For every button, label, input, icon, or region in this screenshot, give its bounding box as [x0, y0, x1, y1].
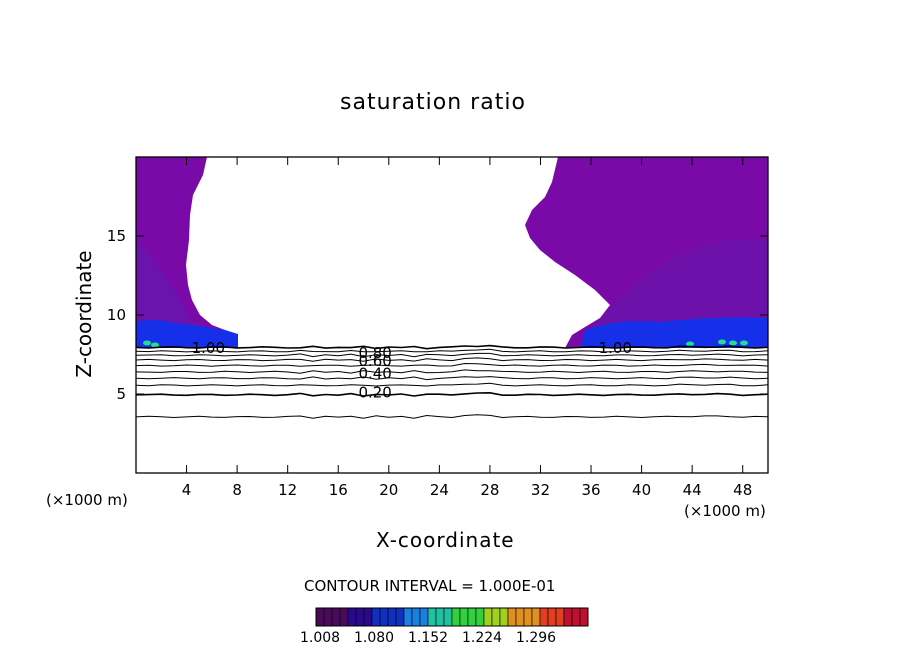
x-tick-label: 28 [480, 481, 499, 499]
colorbar-cell [571, 607, 581, 627]
colorbar-cell [515, 607, 525, 627]
colorbar-cell [499, 607, 509, 627]
right-supersaturated-region [525, 157, 768, 348]
colorbar-cell [451, 607, 461, 627]
colorbar-cell [435, 607, 445, 627]
x-tick-label: 24 [430, 481, 449, 499]
x-tick-label: 48 [733, 481, 752, 499]
contour-line [136, 362, 768, 367]
colorbar-cell [459, 607, 469, 627]
contour-label: 1.00 [192, 339, 225, 357]
x-tick-label: 20 [379, 481, 398, 499]
colorbar-cell [387, 607, 397, 627]
colorbar-cell [547, 607, 557, 627]
contour-label: 0.40 [358, 364, 391, 382]
colorbar-cell [555, 607, 565, 627]
colorbar-cell [411, 607, 421, 627]
contour-line [136, 344, 768, 350]
colorbar-cell [355, 607, 365, 627]
colorbar-cell [467, 607, 477, 627]
colorbar-tick-label: 1.152 [408, 630, 449, 646]
colorbar-cell [579, 607, 589, 627]
x-unit-label-right: (×1000 m) [684, 502, 766, 520]
contour-line [136, 352, 768, 358]
y-tick-label: 5 [116, 385, 126, 403]
colorbar-cell [339, 607, 349, 627]
x-tick-label: 32 [531, 481, 550, 499]
y-tick-label: 15 [107, 227, 126, 245]
colorbar-cell [507, 607, 517, 627]
highlight-spot [143, 340, 151, 346]
colorbar-cell [323, 607, 333, 627]
x-tick-label: 12 [278, 481, 297, 499]
colorbar-cell [523, 607, 533, 627]
contour-interval-text: CONTOUR INTERVAL = 1.000E-01 [304, 577, 556, 595]
contour-line [136, 369, 768, 374]
colorbar-tick-label: 1.008 [300, 630, 341, 646]
highlight-spot [686, 341, 694, 347]
colorbar-cell [491, 607, 501, 627]
colorbar-cell [563, 607, 573, 627]
colorbar-cell [539, 607, 549, 627]
colorbar-cell [331, 607, 341, 627]
highlight-spot [740, 340, 748, 346]
contour-label: 0.20 [358, 383, 391, 401]
x-tick-label: 40 [632, 481, 651, 499]
y-tick-label: 10 [107, 306, 126, 324]
contour-line [136, 414, 768, 419]
contour-line [136, 376, 768, 381]
colorbar-cell [379, 607, 389, 627]
chart-title: saturation ratio [340, 90, 526, 115]
colorbar-tick-label: 1.296 [516, 630, 557, 646]
colorbar-cell [427, 607, 437, 627]
colorbar-cell [419, 607, 429, 627]
contour-label: 0.60 [358, 352, 391, 370]
colorbar-cell [443, 607, 453, 627]
contour-line [136, 357, 768, 362]
y-axis-label: Z-coordinate [72, 250, 96, 378]
x-tick-label: 4 [182, 481, 192, 499]
colorbar-cell [531, 607, 541, 627]
x-axis-label: X-coordinate [376, 528, 515, 552]
contour-label: 0.80 [358, 344, 391, 362]
colorbar-cell [483, 607, 493, 627]
colorbar-cell [395, 607, 405, 627]
contour-label: 1.00 [599, 339, 632, 357]
colorbar-tick-label: 1.224 [462, 630, 503, 646]
x-tick-label: 8 [232, 481, 242, 499]
colorbar-tick-label: 1.080 [354, 630, 395, 646]
highlight-spot [151, 342, 159, 348]
colorbar-cell [403, 607, 413, 627]
contour-line [136, 391, 768, 397]
colorbar-cell [315, 607, 325, 627]
highlight-spot [729, 340, 737, 346]
contour-line [136, 348, 768, 353]
x-tick-label: 44 [683, 481, 702, 499]
highlight-spot [718, 339, 726, 345]
x-tick-label: 16 [329, 481, 348, 499]
x-unit-label-left: (×1000 m) [46, 491, 128, 509]
colorbar-cell [347, 607, 357, 627]
x-tick-label: 36 [581, 481, 600, 499]
left-blue-band [136, 320, 238, 348]
colorbar-cell [363, 607, 373, 627]
contour-line [136, 382, 768, 387]
colorbar-cell [475, 607, 485, 627]
colorbar-cell [371, 607, 381, 627]
colorbar-frame [315, 607, 589, 627]
